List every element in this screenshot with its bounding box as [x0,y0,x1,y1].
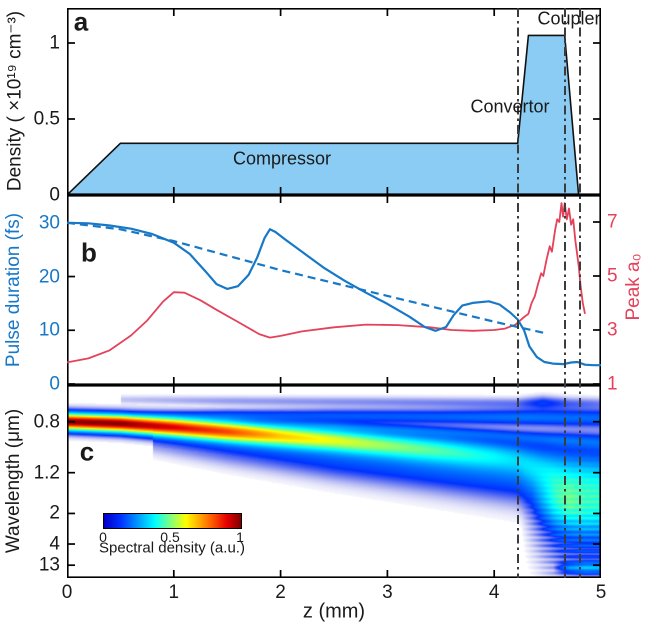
y-axis-label-pulse-duration: Pulse duration (fs) [3,212,24,368]
panel-c-y-tick-label: 2 [49,502,60,524]
colorbar [103,513,242,529]
panel-c-y-tick-label: 13 [38,554,60,576]
panel-b-left-tick-label: 0 [49,373,60,395]
panel-b-left-tick-label: 20 [38,266,60,288]
panel-a-y-tick-label: 0 [49,184,60,206]
panel-a-plot [67,8,601,195]
panel-c-y-tick-label: 0.8 [33,411,60,433]
peak-a0-curve [67,202,586,364]
x-tick-label: 4 [488,582,500,603]
x-tick-label: 5 [595,582,607,603]
panel-b-plot [67,195,601,385]
region-label-convertor: Convertor [470,96,550,117]
panel-b-right-tick-label: 7 [607,211,618,233]
x-tick-label: 1 [168,582,180,603]
pulse-duration-fs-curve [67,221,601,367]
panel-c-y-tick-label: 1.2 [33,462,60,484]
panel-b-left-tick-label: 10 [38,319,60,341]
panel-a-letter: a [73,6,89,37]
panel-b-letter: b [81,237,97,268]
panel-b-left-tick-label: 30 [38,212,60,234]
y-axis-label-peak-a0: Peak a₀ [623,253,644,321]
panel-c-y-tick-label: 4 [49,533,60,555]
colorbar-tick-label: 0.5 [160,529,180,545]
panel-c-letter: c [79,436,95,467]
panel-a-y-tick-label: 0.5 [33,108,60,130]
region-label-compressor: Compressor [232,148,332,169]
guide-line-2 [563,8,566,578]
colorbar-tick-label: 1 [236,529,244,545]
panel-b-right-tick-label: 1 [607,373,618,395]
x-tick-label: 3 [382,582,393,603]
panel-b-right-tick-label: 5 [607,265,618,287]
colorbar-tick-label: 0 [99,529,107,545]
region-label-coupler: Coupler [537,8,601,29]
x-tick-label: 0 [61,582,73,603]
guide-line-3 [578,8,581,578]
linear-chirp-reference-curve [67,221,545,335]
panel-c-plot [67,385,601,578]
x-axis-label: z (mm) [302,600,366,623]
panel-a-y-tick-label: 1 [49,32,60,54]
spectrogram-heatmap [67,385,601,578]
x-tick-label: 2 [275,582,286,603]
panel-b-right-tick-label: 3 [607,319,618,341]
colorbar-caption: Spectral density (a.u.) [99,539,245,557]
guide-line-1 [516,8,519,578]
